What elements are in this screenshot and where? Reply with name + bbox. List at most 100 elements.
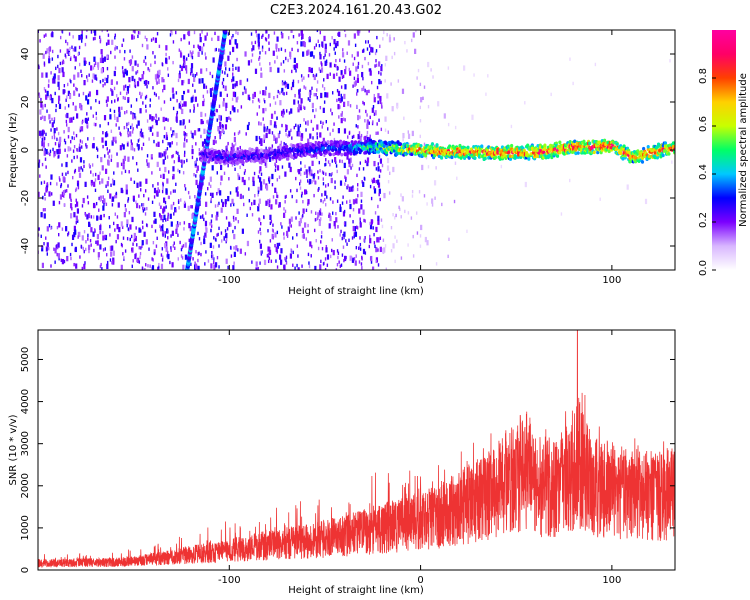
heatmap-noise-cell [122, 95, 125, 100]
heatmap-noise-cell [93, 30, 96, 34]
heatmap-noise-cell [352, 62, 354, 66]
heatmap-noise-cell [172, 93, 175, 99]
heatmap-noise-cell [308, 92, 311, 96]
heatmap-noise-cell [283, 69, 286, 73]
heatmap-noise-cell [359, 135, 362, 142]
heatmap-noise-cell [388, 171, 391, 176]
y-tick-label: 5000 [20, 347, 31, 372]
heatmap-noise-cell [44, 89, 47, 93]
heatmap-noise-cell [329, 63, 332, 67]
heatmap-noise-cell [268, 249, 272, 256]
heatmap-noise-cell [274, 168, 277, 172]
heatmap-noise-cell [313, 193, 315, 198]
heatmap-noise-cell [172, 201, 175, 206]
heatmap-noise-cell [125, 68, 127, 73]
heatmap-noise-cell [147, 67, 149, 71]
heatmap-noise-cell [281, 87, 284, 94]
heatmap-noise-cell [184, 242, 187, 248]
heatmap-noise-cell [370, 80, 373, 85]
heatmap-noise-cell [284, 200, 286, 204]
heatmap-noise-cell [385, 267, 388, 270]
heatmap-noise-cell [130, 177, 132, 181]
colorbar-tick-label: 0.6 [698, 116, 709, 132]
heatmap-noise-cell [253, 171, 256, 176]
heatmap-noise-cell [95, 98, 97, 103]
heatmap-ridge-cell [353, 140, 358, 144]
heatmap-noise-cell [113, 195, 116, 199]
heatmap-noise-cell [93, 248, 95, 253]
heatmap-noise-cell [324, 92, 327, 98]
heatmap-noise-cell [325, 158, 327, 162]
heatmap-noise-cell [382, 248, 385, 254]
heatmap-noise-cell [249, 206, 252, 211]
heatmap-noise-cell [173, 241, 175, 245]
heatmap-noise-cell [220, 207, 223, 213]
heatmap-noise-cell [293, 57, 296, 64]
heatmap-noise-cell [164, 231, 166, 235]
heatmap-noise-cell [290, 128, 292, 133]
heatmap-noise-cell [232, 83, 235, 89]
heatmap-noise-cell [193, 30, 196, 35]
heatmap-noise-cell [95, 116, 98, 121]
heatmap-noise-cell [45, 132, 47, 137]
heatmap-noise-cell [412, 234, 414, 239]
heatmap-noise-cell [69, 147, 72, 151]
heatmap-noise-cell [329, 213, 331, 217]
heatmap-noise-cell [105, 42, 108, 46]
heatmap-noise-cell [339, 58, 341, 63]
heatmap-noise-cell [233, 144, 235, 148]
heatmap-noise-cell [43, 180, 46, 184]
heatmap-noise-cell [220, 231, 223, 235]
heatmap-noise-cell [158, 265, 160, 269]
heatmap-noise-cell [349, 70, 352, 76]
heatmap-noise-cell [271, 144, 274, 148]
heatmap-noise-cell [79, 139, 82, 143]
heatmap-noise-cell [217, 35, 220, 42]
heatmap-noise-cell [218, 201, 220, 206]
heatmap-noise-cell [250, 202, 253, 206]
heatmap-noise-cell [257, 266, 259, 270]
heatmap-noise-cell [231, 36, 233, 40]
heatmap-noise-cell [57, 54, 59, 59]
heatmap-noise-cell [269, 62, 271, 66]
heatmap-noise-cell [149, 126, 152, 132]
heatmap-noise-cell [257, 175, 260, 179]
heatmap-noise-cell [377, 100, 380, 104]
heatmap-noise-cell [155, 143, 158, 147]
heatmap-noise-cell [66, 42, 69, 46]
heatmap-noise-cell [313, 172, 316, 177]
heatmap-noise-cell [95, 201, 98, 206]
heatmap-noise-cell [198, 45, 202, 52]
x-tick-label: 0 [417, 275, 423, 286]
heatmap-noise-cell [56, 243, 59, 250]
heatmap-noise-cell [41, 130, 44, 136]
heatmap-noise-cell [473, 73, 475, 77]
heatmap-noise-cell [263, 123, 265, 128]
heatmap-noise-cell [524, 101, 526, 105]
heatmap-noise-cell [89, 238, 92, 243]
heatmap-noise-cell [112, 180, 116, 186]
heatmap-noise-cell [66, 112, 69, 119]
heatmap-noise-cell [317, 246, 320, 251]
heatmap-noise-cell [115, 136, 117, 140]
heatmap-noise-cell [61, 30, 64, 34]
heatmap-noise-cell [140, 128, 143, 132]
heatmap-noise-cell [280, 62, 282, 66]
heatmap-noise-cell [178, 154, 180, 159]
heatmap-noise-cell [139, 181, 142, 187]
heatmap-noise-cell [124, 111, 126, 115]
heatmap-noise-cell [306, 174, 308, 179]
heatmap-noise-cell [407, 130, 409, 134]
heatmap-noise-cell [244, 51, 247, 57]
heatmap-noise-cell [454, 161, 457, 165]
heatmap-noise-cell [124, 169, 127, 174]
heatmap-ridge-cell [242, 156, 246, 161]
heatmap-noise-cell [132, 114, 135, 120]
heatmap-noise-cell [323, 153, 325, 157]
heatmap-noise-cell [259, 243, 262, 249]
heatmap-noise-cell [258, 122, 260, 126]
heatmap-noise-cell [39, 109, 42, 115]
heatmap-noise-cell [175, 182, 177, 187]
heatmap-noise-cell [315, 73, 318, 77]
heatmap-noise-cell [358, 109, 361, 113]
